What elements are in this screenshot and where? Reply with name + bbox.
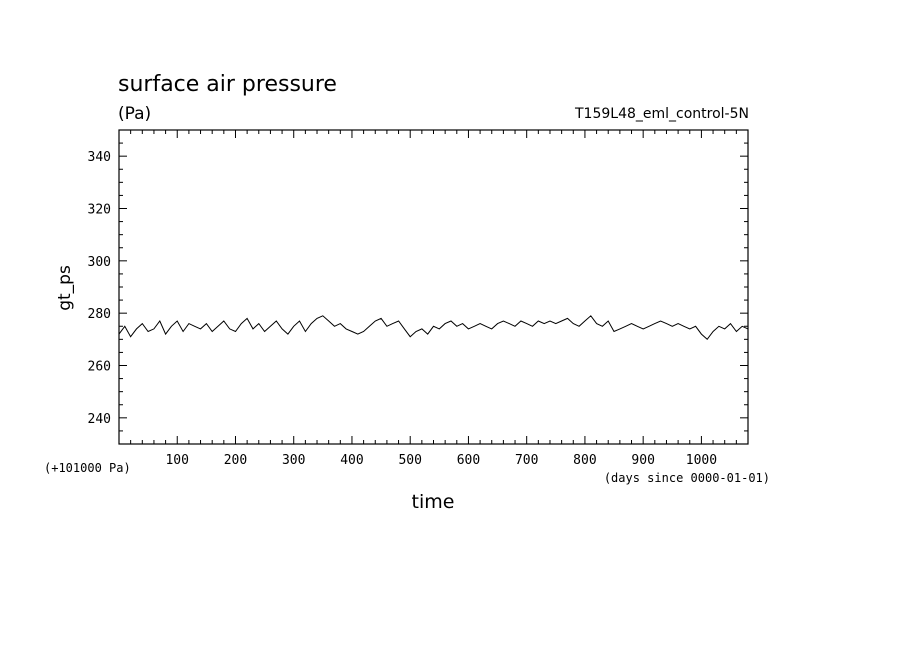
x-tick-label: 500 [398, 453, 421, 468]
y-axis-label: gt_ps [55, 265, 75, 311]
chart-title: surface air pressure [118, 72, 337, 97]
y-tick-label: 340 [88, 150, 111, 165]
series-group [118, 315, 749, 341]
x-tick-label: 900 [631, 453, 654, 468]
x-axis-label: time [412, 491, 455, 513]
x-tick-label: 1000 [686, 453, 717, 468]
y-tick-label: 260 [88, 360, 111, 375]
y-tick-label: 280 [88, 307, 111, 322]
plot-frame [118, 129, 749, 445]
y-tick-label: 300 [88, 255, 111, 270]
y-ticks: 240 260 280 300 320 340 [88, 142, 748, 432]
x-tick-label: 700 [515, 453, 538, 468]
x-tick-label: 600 [457, 453, 480, 468]
y-tick-label: 320 [88, 203, 111, 218]
series-line [118, 315, 749, 341]
x-tick-label: 800 [573, 453, 596, 468]
x-ticks: 100 200 300 400 500 600 700 800 900 1000 [130, 130, 737, 468]
x-tick-label: 200 [224, 453, 247, 468]
x-tick-label: 300 [282, 453, 305, 468]
x-unit-note: (days since 0000-01-01) [604, 471, 770, 485]
dataset-label: T159L48_eml_control-5N [574, 106, 749, 122]
y-tick-label: 240 [88, 412, 111, 427]
x-tick-label: 400 [340, 453, 363, 468]
x-tick-label: 100 [165, 453, 188, 468]
chart-units: (Pa) [118, 104, 151, 124]
y-offset-note: (+101000 Pa) [44, 461, 131, 475]
